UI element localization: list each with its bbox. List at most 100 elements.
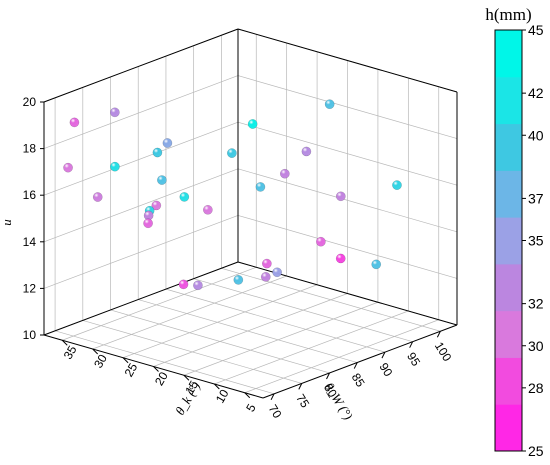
colorbar-tick-label: 30: [528, 338, 544, 354]
x-tick-label: 85: [349, 371, 368, 390]
x-tick-label: 100: [432, 339, 455, 364]
data-point: [162, 138, 173, 148]
grid-line: [43, 121, 239, 196]
y-tick: [92, 348, 99, 355]
axis-box-edge: [43, 28, 239, 103]
x-tick: [381, 351, 386, 359]
y-tick: [122, 357, 129, 364]
colorbar-band: [495, 76, 522, 125]
y-tick-label: 25: [122, 360, 141, 379]
y-tick: [244, 392, 251, 399]
x-tick: [298, 383, 303, 390]
colorbar-tick-label: 45: [528, 22, 544, 38]
grid-line: [237, 168, 458, 233]
colorbar-tick-label: 32: [528, 296, 544, 312]
x-tick-label: 70: [266, 402, 285, 421]
colorbar-band: [495, 310, 522, 358]
data-point: [301, 146, 312, 157]
grid-line: [43, 75, 239, 149]
grid-line: [237, 215, 458, 279]
z-axis-title: u: [0, 219, 14, 226]
data-point: [63, 162, 73, 173]
colorbar-band: [495, 357, 522, 405]
data-point: [335, 253, 346, 264]
data-point: [233, 275, 244, 285]
data-point: [157, 175, 167, 185]
data-point: [324, 99, 335, 110]
x-tick: [409, 341, 414, 348]
grid-line: [153, 293, 348, 367]
y-tick-label: 20: [152, 369, 171, 388]
y-tick: [213, 383, 220, 390]
axis-box: [43, 28, 458, 399]
data-point: [152, 147, 163, 158]
z-tick-label: 18: [23, 142, 37, 156]
x-tick-label: 95: [404, 350, 423, 369]
data-point: [92, 192, 103, 202]
grid-line: [122, 284, 318, 359]
z-tick-label: 20: [23, 95, 37, 109]
colorbar-band: [495, 30, 522, 78]
grid-lines: [43, 28, 458, 395]
grid-line: [43, 215, 239, 289]
data-point: [69, 117, 80, 128]
grid-line: [62, 266, 257, 341]
y-tick-label: 15: [182, 378, 201, 397]
data-point: [178, 279, 189, 290]
data-point: [316, 236, 326, 247]
data-points: [63, 99, 402, 291]
data-point: [260, 272, 271, 282]
x-tick: [353, 362, 358, 369]
y-tick-label: 30: [91, 352, 110, 371]
colorbar-tick-label: 40: [528, 127, 544, 143]
z-tick-label: 14: [23, 235, 37, 249]
data-point: [143, 218, 153, 229]
y-tick-label: 35: [61, 343, 80, 362]
y-tick-label: 5: [243, 401, 259, 414]
data-point: [255, 182, 266, 192]
grid-line: [237, 75, 458, 139]
colorbar-title: h(mm): [485, 5, 531, 24]
grid-line: [214, 310, 409, 385]
x-tick: [326, 372, 330, 380]
grid-line: [92, 275, 287, 350]
colorbar-tick-label: 25: [528, 443, 544, 459]
colorbar-band: [495, 170, 522, 218]
data-point: [247, 119, 258, 129]
data-point: [227, 148, 237, 158]
y-axis-title: θ_k (°): [172, 379, 203, 417]
y-tick: [153, 366, 159, 372]
grid-line: [244, 319, 439, 394]
grid-line: [237, 121, 458, 186]
z-tick-label: 10: [23, 328, 37, 342]
y-tick-label: 10: [213, 387, 232, 406]
axis-box-edge: [237, 28, 458, 93]
x-tick: [270, 393, 275, 401]
colorbar-tick-label: 42: [528, 85, 544, 101]
data-point: [179, 192, 190, 202]
data-point: [151, 200, 162, 211]
grid-line: [43, 168, 239, 243]
data-point: [262, 258, 272, 269]
x-tick: [436, 331, 441, 338]
data-point: [272, 267, 282, 278]
axis-ticks: [40, 101, 441, 401]
colorbar-tick-label: 35: [528, 233, 544, 249]
data-point: [279, 168, 290, 179]
colorbar-tick-label: 37: [528, 190, 544, 206]
data-point: [110, 161, 120, 172]
data-point: [193, 280, 203, 291]
data-point: [335, 191, 346, 202]
data-point: [392, 180, 402, 190]
z-tick-label: 16: [23, 188, 37, 202]
data-point: [371, 259, 382, 270]
data-point: [109, 107, 120, 118]
axis-box-edge: [43, 261, 239, 336]
colorbar-tick-label: 28: [528, 380, 544, 396]
data-point: [202, 204, 213, 215]
colorbar: 25 28 30 32 35 37 40 42 45h(mm): [485, 5, 543, 459]
x-tick-label: 75: [293, 392, 312, 411]
